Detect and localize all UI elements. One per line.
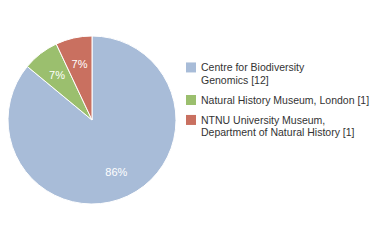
legend: Centre for BiodiversityGenomics [12] Natu… — [186, 61, 369, 138]
legend-label: Centre for BiodiversityGenomics [12] — [201, 61, 305, 86]
legend-label-line: Natural History Museum, London [1] — [201, 94, 369, 106]
pie-slice — [8, 36, 176, 204]
slice-label: 7% — [49, 69, 65, 81]
slice-label: 86% — [105, 166, 127, 178]
legend-swatch — [186, 62, 196, 72]
slice-labels: 86% 7% 7% — [49, 58, 128, 177]
slice-label: 7% — [72, 58, 88, 70]
legend-swatch — [186, 95, 196, 105]
legend-label-line: Department of Natural History [1] — [201, 126, 355, 138]
legend-label: NTNU University Museum,Department of Nat… — [201, 114, 355, 139]
legend-label: Natural History Museum, London [1] — [201, 94, 369, 106]
legend-label-line: Centre for Biodiversity — [201, 61, 305, 73]
pie — [8, 36, 176, 204]
legend-label-line: NTNU University Museum, — [201, 114, 325, 126]
legend-label-line: Genomics [12] — [201, 74, 269, 86]
legend-swatch — [186, 115, 196, 125]
chart: 86% 7% 7% Centre for BiodiversityGenomics [… — [0, 0, 380, 240]
